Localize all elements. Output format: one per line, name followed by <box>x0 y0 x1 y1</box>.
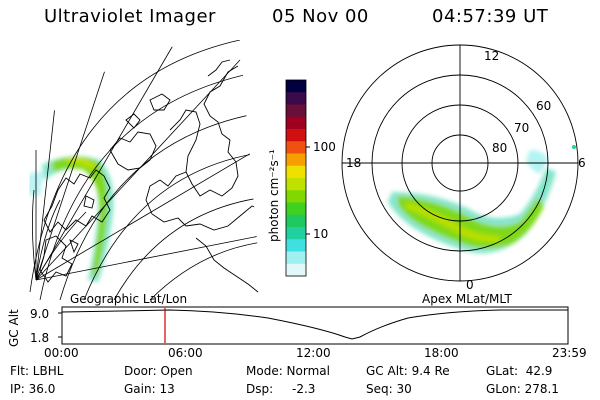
gain-value: Gain: 13 <box>124 382 175 396</box>
timeline-plot: 9.0 1.8 GC Alt 00:00 06:00 12:00 18:00 2… <box>7 306 587 360</box>
colorbar-swatch <box>286 263 306 277</box>
colorbar-tick-10: 10 <box>313 227 328 241</box>
colorbar-swatch <box>286 190 306 203</box>
colorbar-unit-label: photon cm⁻²s⁻¹ <box>267 149 281 242</box>
mlt-label-bottom: 0 <box>466 278 474 292</box>
colorbar-swatch <box>286 116 306 130</box>
colorbar-swatches <box>286 80 306 277</box>
colorbar: 100 10 photon cm⁻²s⁻¹ <box>267 79 336 277</box>
glon-value: GLon: 278.1 <box>486 382 559 396</box>
colorbar-swatch <box>286 239 306 252</box>
gc-alt-value: GC Alt: 9.4 Re <box>366 364 450 378</box>
glat-value: GLat: 42.9 <box>486 364 553 378</box>
timeline-xtick-2359: 23:59 <box>552 346 587 360</box>
geo-grid <box>29 40 262 300</box>
colorbar-swatch <box>286 92 306 105</box>
colorbar-swatch <box>286 178 306 191</box>
timeline-xtick-1800: 18:00 <box>424 346 459 360</box>
colorbar-swatch <box>286 227 306 240</box>
colorbar-swatch <box>286 104 306 118</box>
dsp-value: -2.3 <box>292 382 316 396</box>
polar-panel-label: Apex MLat/MLT <box>422 292 512 306</box>
timeline-ytick-1.8: 1.8 <box>30 331 49 345</box>
polar-speck <box>572 145 576 149</box>
mlt-label-right: 6 <box>578 156 586 170</box>
geographic-map <box>28 40 262 300</box>
colorbar-swatch <box>286 202 306 216</box>
polar-grid <box>341 44 579 282</box>
geo-coastlines <box>39 59 262 293</box>
ip-value: IP: 36.0 <box>10 382 56 396</box>
geo-panel-label: Geographic Lat/Lon <box>70 292 187 306</box>
mlat-label-70: 70 <box>514 121 529 135</box>
colorbar-swatch <box>286 153 306 167</box>
timeline-ylabel: GC Alt <box>7 309 21 347</box>
geo-aurora <box>28 156 114 282</box>
mlt-label-left: 18 <box>346 156 361 170</box>
colorbar-swatch <box>286 214 306 228</box>
flt-filter: Flt: LBHL <box>10 364 64 378</box>
timeline-xtick-0600: 06:00 <box>168 346 203 360</box>
timeline-xtick-1200: 12:00 <box>296 346 331 360</box>
title-row: Ultraviolet Imager 05 Nov 00 04:57:39 UT <box>0 6 600 34</box>
mlt-label-top: 12 <box>484 49 499 63</box>
altitude-curve <box>61 309 568 340</box>
timeline-xtick-0000: 00:00 <box>44 346 79 360</box>
polar-plot: 12 18 6 0 60 70 80 <box>341 44 586 292</box>
mlat-label-80: 80 <box>492 141 507 155</box>
instrument-title: Ultraviolet Imager <box>44 6 216 27</box>
colorbar-swatch <box>286 129 306 142</box>
status-footer: Flt: LBHL IP: 36.0 Door: Open Gain: 13 M… <box>0 362 600 400</box>
mlat-label-60: 60 <box>536 99 551 113</box>
mode-value: Mode: Normal <box>246 364 330 378</box>
date-title: 05 Nov 00 <box>272 6 369 27</box>
colorbar-swatch <box>286 141 306 154</box>
colorbar-swatch <box>286 80 306 93</box>
seq-value: Seq: 30 <box>366 382 412 396</box>
door-status: Door: Open <box>124 364 193 378</box>
colorbar-tick-100: 100 <box>313 140 336 154</box>
dsp-label: Dsp: <box>246 382 274 396</box>
colorbar-swatch <box>286 165 306 179</box>
time-title: 04:57:39 UT <box>432 6 549 27</box>
colorbar-swatch <box>286 251 306 265</box>
timeline-ytick-9: 9.0 <box>30 307 49 321</box>
